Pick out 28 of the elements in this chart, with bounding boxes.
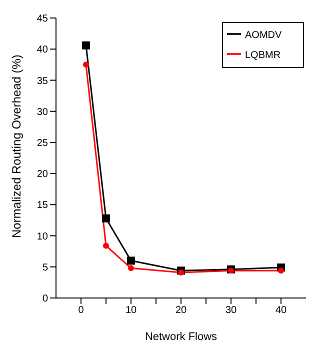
y-tick-label: 30 — [36, 106, 48, 118]
point — [127, 256, 135, 265]
point — [83, 62, 89, 68]
point — [102, 214, 110, 222]
point — [178, 269, 184, 276]
y-axis-title: Normalized Routing Overhead (%) — [9, 54, 24, 238]
legend-label: AOMDV — [245, 30, 282, 41]
point — [82, 41, 90, 50]
y-tick-label: 45 — [36, 14, 48, 25]
point — [128, 265, 134, 272]
y-tick-label: 0 — [42, 294, 48, 305]
y-tick-label: 10 — [36, 231, 48, 242]
point — [228, 268, 234, 274]
y-tick-label: 5 — [42, 262, 48, 274]
y-tick-label: 35 — [36, 76, 48, 87]
x-tick-label: 40 — [275, 305, 287, 316]
point — [103, 242, 109, 249]
y-tick-label: 20 — [36, 169, 48, 180]
x-tick-label: 0 — [78, 305, 84, 316]
y-tick-label: 15 — [36, 200, 48, 212]
x-tick-label: 10 — [125, 305, 137, 316]
x-tick-label: 20 — [175, 305, 187, 316]
x-tick-label: 30 — [225, 305, 237, 316]
y-tick-label: 25 — [36, 138, 48, 149]
y-tick-label: 40 — [36, 44, 48, 56]
legend-label: LQBMR — [245, 50, 281, 61]
x-axis-title: Network Flows — [144, 331, 218, 343]
point — [278, 268, 284, 274]
